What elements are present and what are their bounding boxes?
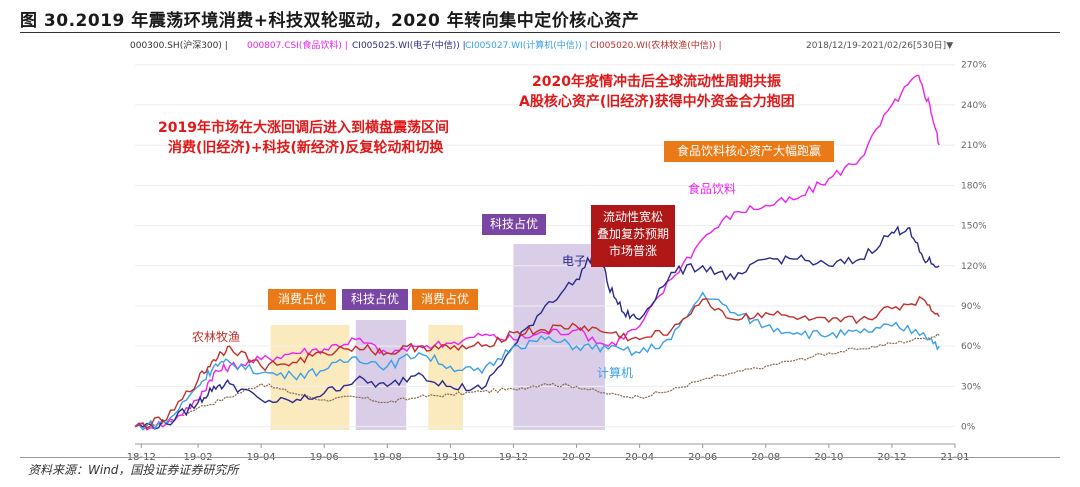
legend-item: CI005027.WI(计算机(中信)) | [465,41,588,51]
series-line-hs300 [134,333,940,428]
y-tick-label: 210% [961,141,987,151]
series-line-comp [134,291,940,431]
series-line-elec [134,225,940,430]
y-tick-label: 90% [961,302,981,312]
y-tick-label: 120% [961,262,987,272]
legend-item: CI005025.WI(电子(中信)) | [352,41,466,51]
consumer-lead-box-1: 消费占优 [268,289,336,310]
y-tick-label: 60% [961,342,981,352]
legend-item: 000807.CSI(食品饮料) | [247,41,348,51]
liquidity-line-1: 流动性宽松 [602,210,663,224]
y-tick-label: 240% [961,101,987,111]
food-lead-box: 食品饮料核心资产大幅跑赢 [664,141,834,162]
tech-lead-box-1: 科技占优 [342,289,408,310]
source-rule [20,457,1060,458]
y-tick-label: 0% [961,423,976,433]
label-food: 食品饮料 [688,182,737,196]
annotation-2019-line1: 2019年市场在大涨回调后进入到横盘震荡区间 [158,120,449,136]
label-agri: 农林牧渔 [192,330,241,344]
tech-lead-box-2: 科技占优 [482,214,546,235]
liquidity-line-2: 叠加复苏预期 [596,227,669,241]
y-tick-label: 150% [961,222,987,232]
y-tick-label: 270% [961,61,987,71]
annotation-2020-line1: 2020年疫情冲击后全球流动性周期共振 [532,74,781,90]
series-line-agri [134,295,940,430]
liquidity-box: 流动性宽松 叠加复苏预期 市场普涨 [591,205,675,267]
title-rule [20,32,1060,33]
y-tick-label: 180% [961,181,987,191]
annotation-2019-line2: 消费(旧经济)+科技(新经济)反复轮动和切换 [168,140,444,156]
date-range: 2018/12/19-2021/02/26[530日]▼ [806,41,954,51]
shaded-period [355,320,407,430]
source-note: 资料来源：Wind，国投证券证券研究所 [28,463,239,477]
legend: 000300.SH(沪深300) | 000807.CSI(食品饮料) | CI00… [130,36,960,52]
shaded-period [513,244,605,430]
shaded-period [428,325,463,430]
shaded-period [270,325,350,430]
chart-title: 图 30.2019 年震荡环境消费+科技双轮驱动，2020 年转向集中定价核心资… [20,11,640,31]
y-tick-label: 30% [961,382,981,392]
legend-item: 000300.SH(沪深300) | [130,41,228,51]
annotation-2020-line2: A股核心资产(旧经济)获得中外资金合力抱团 [519,94,795,110]
consumer-lead-box-2: 消费占优 [412,289,478,310]
legend-item: CI005020.WI(农林牧渔(中信)) | [590,41,722,51]
label-comp: 计算机 [597,366,634,380]
label-elec: 电子 [562,254,587,268]
liquidity-line-3: 市场普涨 [608,244,657,258]
